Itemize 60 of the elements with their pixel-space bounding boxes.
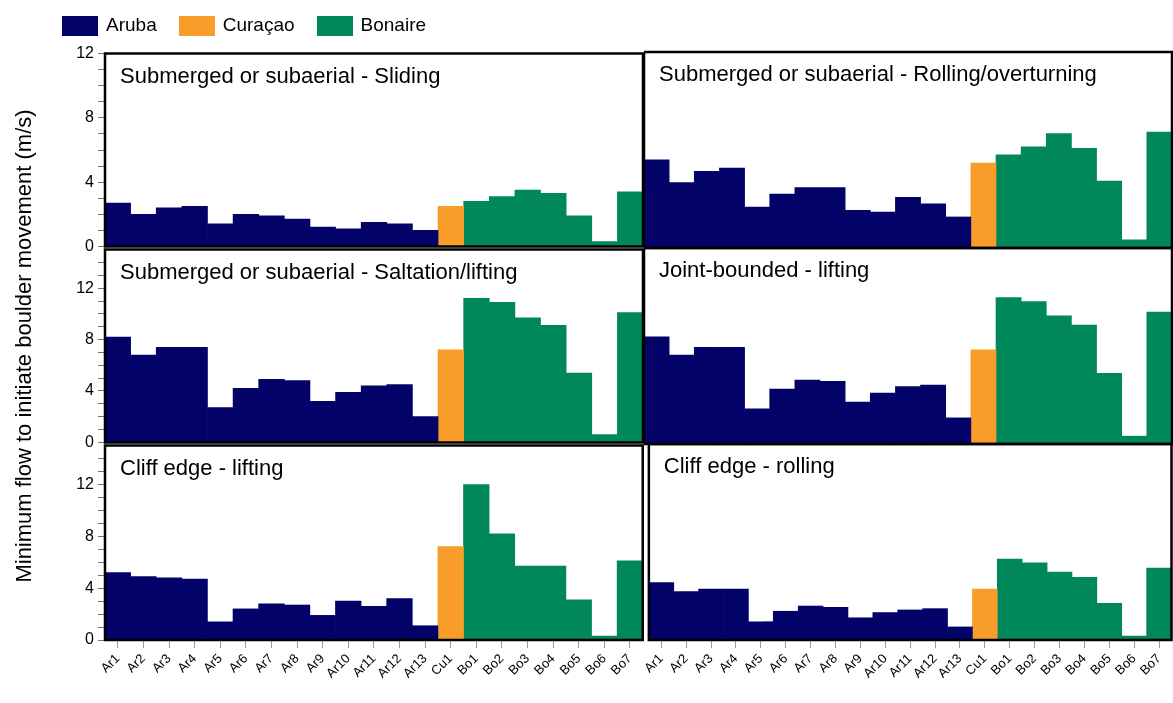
x-tick-label: Ar9	[302, 650, 328, 676]
y-tick-label: 4	[85, 381, 95, 399]
x-tick-label: Bo6	[1111, 650, 1139, 678]
x-tick-label: Ar6	[765, 650, 791, 676]
chart-title: Submerged or subaerial - Saltation/lifting	[120, 258, 518, 284]
x-tick-label: Ar2	[665, 650, 691, 676]
x-tick-label: Bo3	[1037, 650, 1065, 678]
bar	[970, 349, 997, 444]
chart-title: Cliff edge - lifting	[120, 454, 284, 480]
y-tick-label: 4	[85, 172, 95, 190]
x-tick-label: Cu1	[962, 650, 990, 679]
y-tick-label: 0	[85, 236, 95, 254]
x-tick-label: Bo1	[453, 650, 481, 678]
x-tick-label: Bo7	[1136, 650, 1164, 678]
y-axis-title: Minimum flow to initiate boulder movement (m/s)	[11, 109, 37, 583]
bar	[437, 205, 464, 247]
y-tick-label: 8	[85, 329, 95, 347]
y-tick-label: 12	[76, 44, 95, 62]
x-tick-label: Ar4	[715, 650, 741, 676]
x-tick-label: Bo3	[505, 650, 533, 678]
y-tick-label: 12	[76, 474, 95, 492]
x-tick-label: Ar1	[97, 650, 123, 676]
x-tick-label: Bo6	[582, 650, 609, 678]
x-tick-label: Ar8	[815, 650, 841, 676]
y-tick-label: 12	[76, 278, 95, 296]
x-tick-label: Ar6	[225, 650, 251, 676]
chart-title: Submerged or subaerial - Rolling/overturning	[659, 61, 1097, 87]
x-tick-label: Bo2	[1012, 650, 1040, 678]
chart-title: Submerged or subaerial - Sliding	[120, 62, 441, 88]
x-tick-label: Ar5	[199, 650, 225, 676]
x-tick-label: Bo4	[530, 650, 558, 678]
bar	[437, 546, 464, 640]
bar	[972, 588, 998, 640]
x-tick-label: Cu1	[427, 650, 456, 679]
legend-label: Aruba	[106, 14, 157, 35]
x-tick-label: Ar1	[641, 650, 666, 676]
x-tick-label: Bo1	[987, 650, 1015, 678]
x-tick-label: Ar2	[123, 650, 149, 676]
chart-title: Joint-bounded - lifting	[659, 257, 870, 283]
x-tick-label: Ar9	[840, 650, 866, 676]
bar	[970, 162, 997, 248]
x-tick-label: Ar5	[740, 650, 766, 676]
chart-title: Cliff edge - rolling	[663, 453, 835, 479]
y-tick-label: 4	[85, 578, 95, 596]
y-tick-label: 8	[85, 526, 95, 544]
y-tick-label: 0	[85, 432, 95, 450]
legend-label: Bonaire	[360, 14, 427, 35]
x-tick-label: Bo7	[607, 650, 635, 678]
y-tick-label: 0	[85, 630, 95, 648]
y-tick-label: 8	[85, 108, 95, 126]
x-tick-label: Ar3	[148, 650, 174, 676]
x-tick-label: Ar7	[790, 650, 816, 676]
x-tick-label: Ar7	[251, 650, 277, 676]
bar	[437, 349, 464, 443]
x-tick-label: Ar3	[690, 650, 716, 676]
x-tick-label: Bo5	[556, 650, 584, 678]
x-tick-label: Ar4	[174, 650, 200, 676]
legend-label: Curaçao	[222, 14, 295, 35]
x-tick-label: Ar8	[276, 650, 302, 676]
x-tick-label: Bo2	[479, 650, 507, 678]
